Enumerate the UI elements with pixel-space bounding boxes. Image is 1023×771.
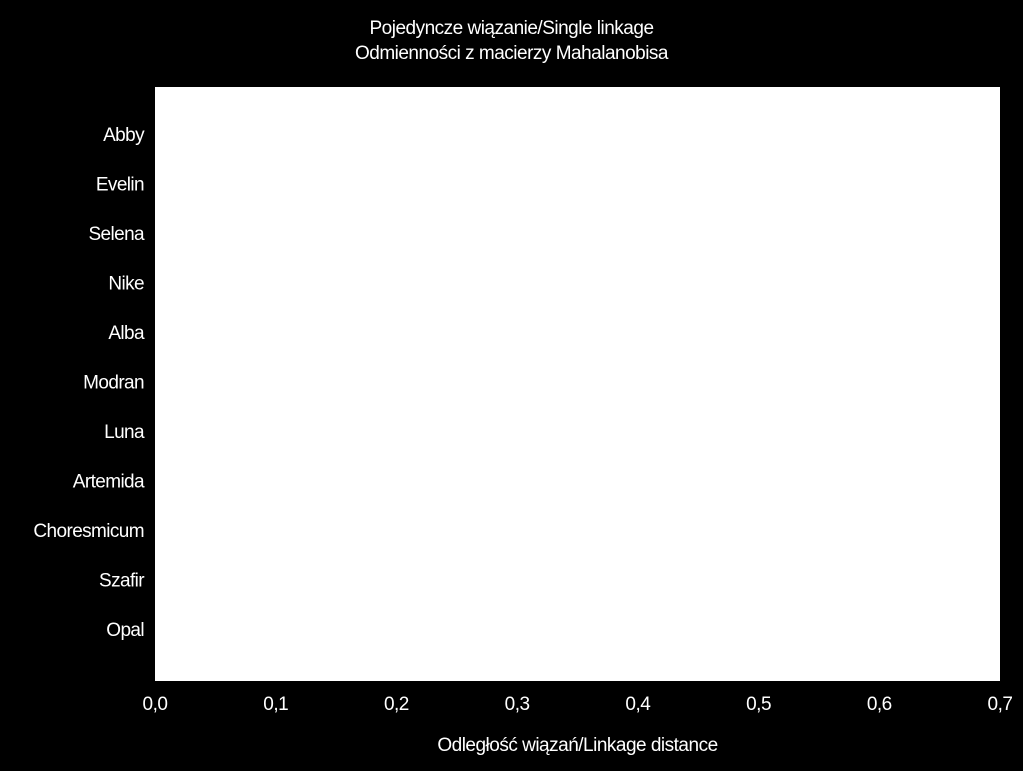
y-tick-label: Choresmicum [33,521,144,542]
y-tick-label: Artemida [73,472,145,493]
y-tick-label: Evelin [96,175,144,196]
x-tick-label: 0,6 [867,694,892,715]
y-tick-label: Nike [108,274,144,295]
y-tick-label: Alba [108,323,145,344]
x-tick-label: 0,3 [505,694,530,715]
chart-title-block: Pojedyncze wiązanie/Single linkage Odmie… [0,16,1023,66]
x-tick-label: 0,1 [263,694,288,715]
x-tick-label: 0,7 [988,694,1013,715]
y-tick-label: Opal [106,620,144,641]
y-tick-label: Luna [104,422,145,443]
chart-subtitle: Odmienności z macierzy Mahalanobisa [354,43,669,64]
y-axis-labels: Abby Evelin Selena Nike Alba Modran Luna Artemi… [33,125,145,641]
y-tick-label: Szafir [99,571,145,592]
x-axis-label: Odległość wiązań/Linkage distance [437,735,718,756]
x-tick-label: 0,2 [384,694,409,715]
y-tick-label: Selena [88,224,145,245]
x-tick-label: 0,4 [625,694,651,715]
x-tick-label: 0,0 [143,694,168,715]
x-axis-ticks: 0,0 0,1 0,2 0,3 0,4 0,5 0,6 0,7 [143,694,1013,715]
y-tick-label: Abby [103,125,145,146]
y-tick-label: Modran [83,373,144,394]
plot-area [155,87,1000,681]
x-tick-label: 0,5 [746,694,771,715]
chart-title: Pojedyncze wiązanie/Single linkage [369,18,654,39]
